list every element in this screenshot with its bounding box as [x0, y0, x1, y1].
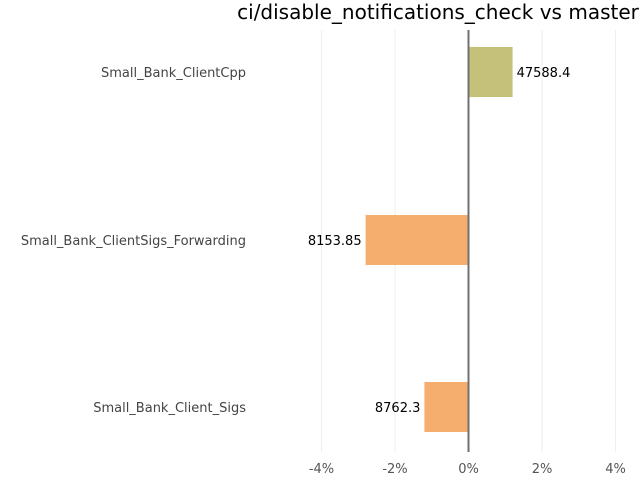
- x-tick-label: -2%: [382, 462, 407, 477]
- data-label: 47588.4: [517, 66, 571, 81]
- data-label: 8762.3: [375, 401, 421, 416]
- x-tick-label: 4%: [605, 462, 626, 477]
- category-label: Small_Bank_ClientCpp: [101, 66, 246, 81]
- category-label: Small_Bank_ClientSigs_Forwarding: [21, 234, 246, 249]
- data-labels: 47588.4 8153.85 8762.3: [308, 66, 571, 416]
- x-tick-label: -4%: [309, 462, 334, 477]
- bar: [424, 382, 469, 432]
- chart-title: ci/disable_notifications_check vs master: [237, 0, 639, 24]
- gridlines: [321, 30, 616, 452]
- category-labels: Small_Bank_ClientCpp Small_Bank_ClientSig…: [21, 66, 246, 416]
- bar: [365, 215, 469, 265]
- bars: [365, 47, 513, 432]
- x-tick-label: 2%: [532, 462, 553, 477]
- bar: [468, 47, 513, 97]
- x-tick-labels: -4% -2% 0% 2% 4%: [309, 462, 626, 477]
- x-tick-label: 0%: [458, 462, 479, 477]
- category-label: Small_Bank_Client_Sigs: [93, 401, 246, 416]
- data-label: 8153.85: [308, 234, 362, 249]
